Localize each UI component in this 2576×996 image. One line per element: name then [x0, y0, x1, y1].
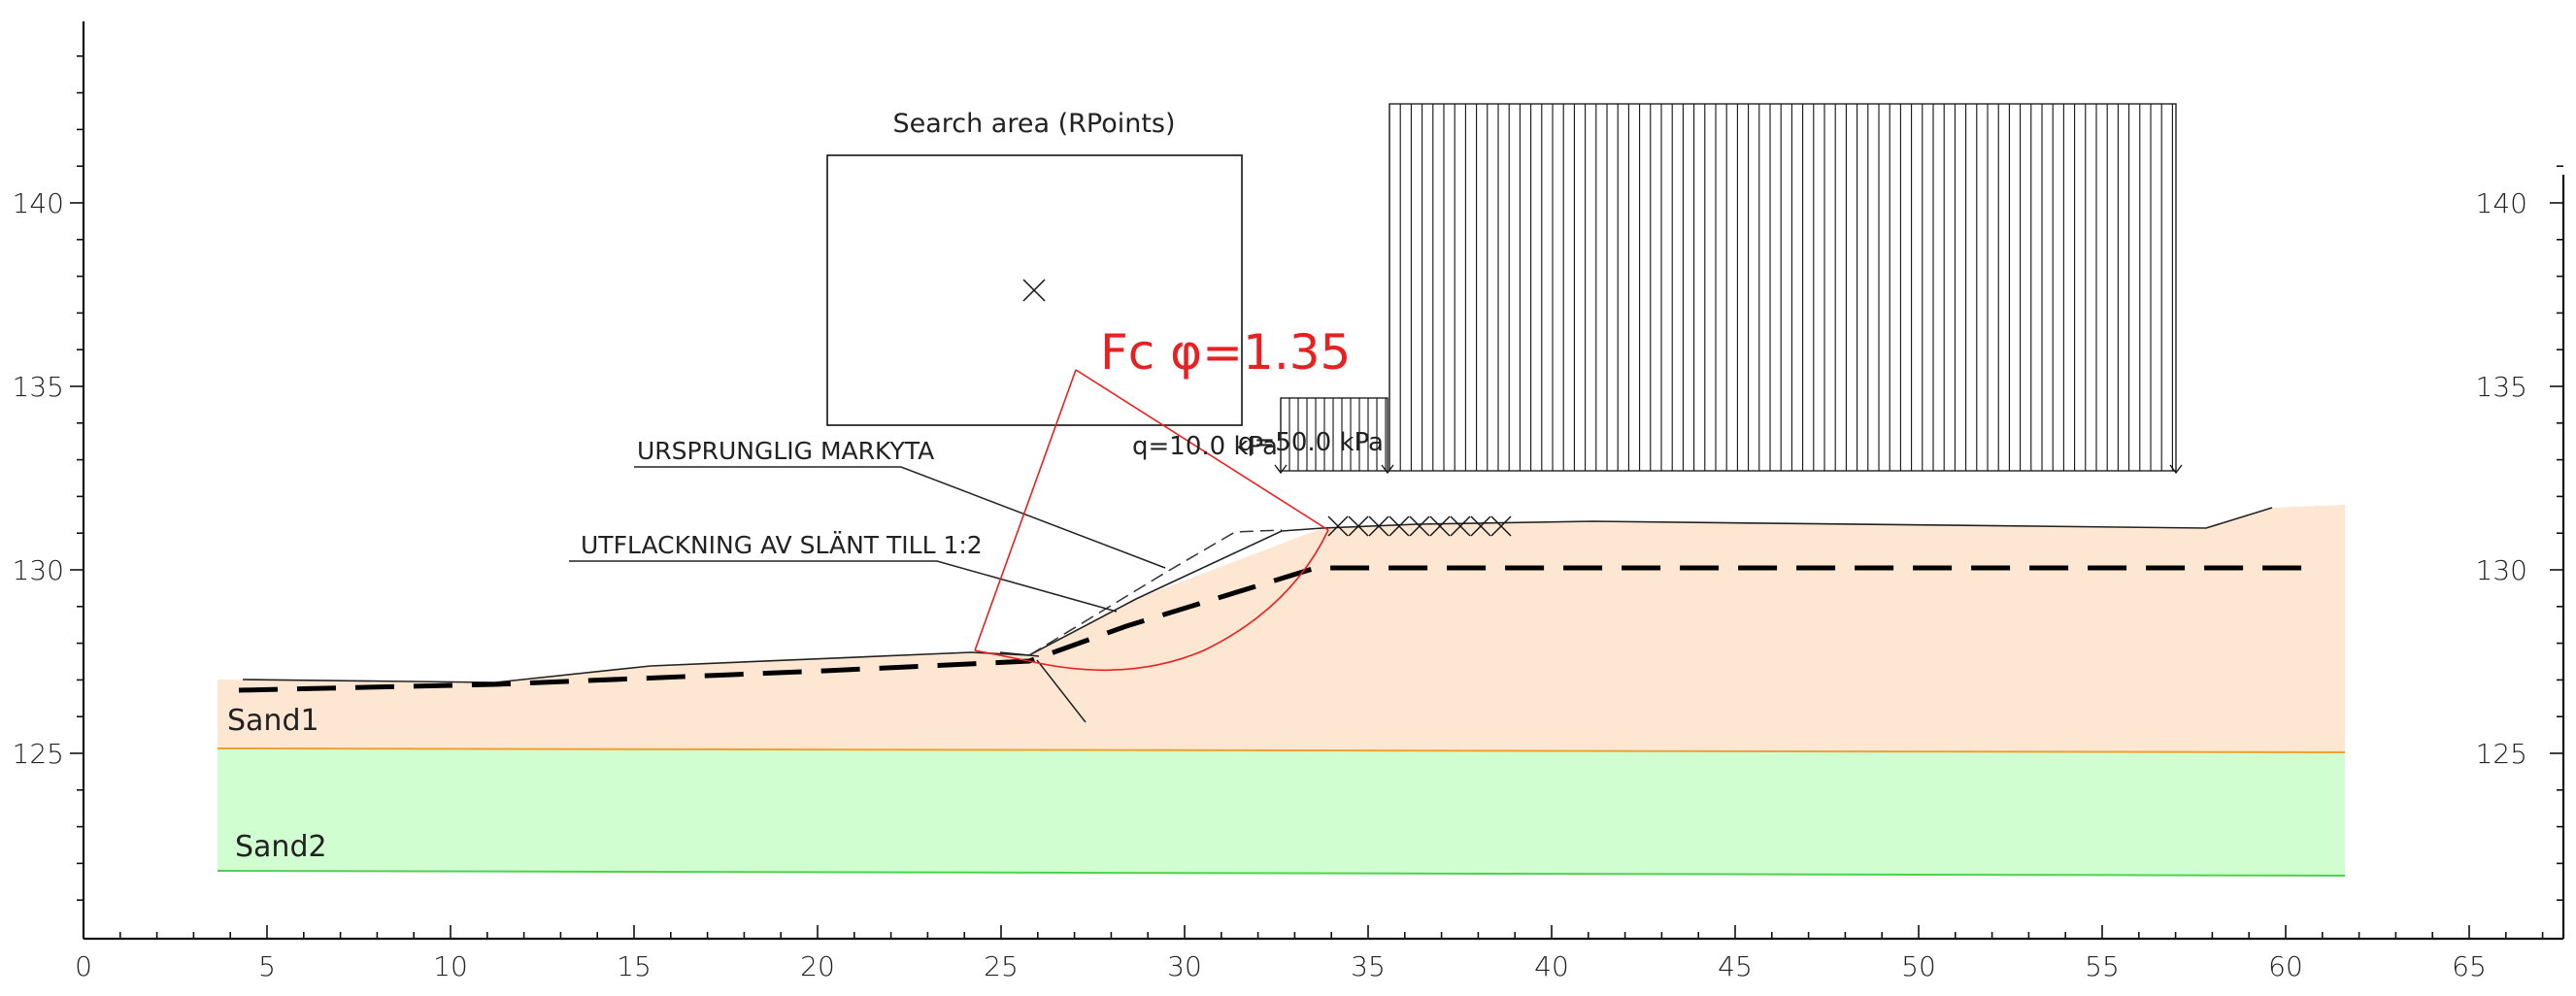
y-tick-label-right: 140: [2476, 187, 2527, 219]
x-tick-label: 35: [1351, 950, 1386, 982]
critical-slip-surface: [974, 369, 1329, 672]
layer-label-sand2: Sand2: [235, 830, 327, 864]
ground-surface-segment: [999, 651, 1040, 657]
load-label-10kpa: q=10.0 kPa: [1132, 432, 1278, 461]
search-area-label: Search area (RPoints): [892, 109, 1175, 139]
x-tick-label: 30: [1167, 950, 1202, 982]
layer-sand2-bottom-line: [217, 870, 2346, 877]
x-tick-label: 25: [984, 950, 1019, 982]
leader-original-ground: [634, 466, 1166, 569]
x-tick-label: 60: [2268, 950, 2303, 982]
load-hatch-10kpa: [1280, 398, 1387, 471]
x-tick-label: 5: [258, 950, 276, 982]
y-tick-label-right: 130: [2476, 554, 2527, 586]
layer-sand2: [217, 748, 2345, 876]
search-center-cross-icon: [1022, 279, 1046, 302]
x-tick-label: 65: [2452, 950, 2487, 982]
layer-sand1: [217, 505, 2345, 752]
annotation-original-ground: URSPRUNGLIG MARKYTA: [637, 437, 934, 465]
ground-surface-line: [242, 507, 2273, 683]
y-tick-label-right: 125: [2476, 738, 2527, 770]
axis-tick-labels: 0 5 10 15 20 25 30 35 40 45 50 55 60 65 125 125 130 130 13…: [13, 187, 2527, 982]
load-footing-cross-icons: [1327, 515, 1512, 537]
layer-boundary-line: [217, 747, 2346, 753]
load-arrow-icon: [1274, 464, 2183, 475]
y-tick-label-left: 130: [13, 554, 64, 586]
load-block-50kpa: [1388, 103, 2177, 472]
x-tick-label: 45: [1718, 950, 1753, 982]
leader-slope-end: [1036, 659, 1087, 723]
y-tick-label-right: 135: [2476, 371, 2527, 403]
leader-slope-flattening: [569, 560, 1118, 613]
load-label-50kpa: q=50.0 kPa: [1238, 428, 1384, 457]
annotation-slope-flattening: UTFLACKNING AV SLÄNT TILL 1:2: [581, 531, 983, 559]
x-tick-label: 50: [1901, 950, 1936, 982]
x-tick-label: 0: [75, 950, 92, 982]
x-tick-label: 40: [1534, 950, 1569, 982]
x-tick-label: 10: [433, 950, 468, 982]
safety-factor-label: Fc φ=1.35: [1100, 324, 1351, 381]
y-tick-label-left: 125: [13, 738, 64, 770]
y-tick-label-left: 135: [13, 371, 64, 403]
x-tick-label: 15: [617, 950, 652, 982]
y-tick-label-left: 140: [13, 187, 64, 219]
layer-label-sand1: Sand1: [227, 704, 319, 738]
x-tick-label: 55: [2085, 950, 2120, 982]
load-hatch-50kpa: [1388, 104, 2173, 471]
search-area-box: [826, 154, 1243, 426]
axis-ticks: [70, 54, 2563, 939]
x-tick-label: 20: [800, 950, 835, 982]
